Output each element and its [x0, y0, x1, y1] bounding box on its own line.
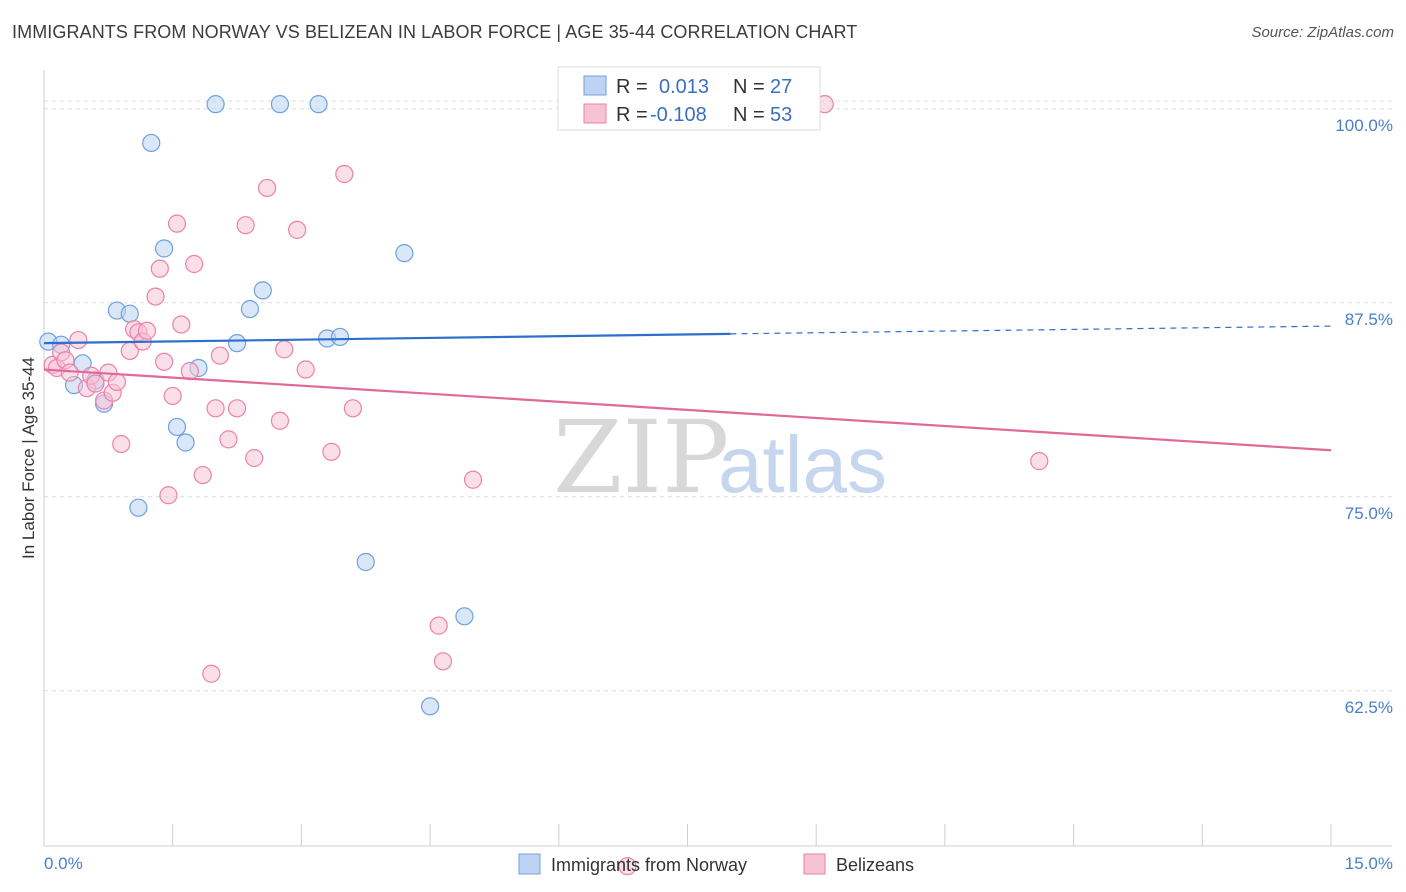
belizean-point-27	[185, 254, 204, 274]
norway-point-8	[129, 498, 148, 517]
y-tick-labels: 62.5% 75.0% 87.5% 100.0%	[1335, 116, 1393, 717]
belizean-point-38	[275, 340, 294, 359]
x-tick-label-1: 15.0%	[1345, 854, 1393, 873]
bottom-legend-belizean: Belizeans	[836, 855, 914, 875]
norway-point-25	[455, 607, 474, 626]
legend-n-label-1: N =	[733, 76, 765, 98]
belizean-point-20	[150, 259, 169, 278]
norway-point-9	[142, 133, 161, 153]
watermark-atlas: atlas	[718, 420, 887, 509]
norway-point-14	[206, 95, 225, 114]
bottom-legend: Immigrants from Norway Belizeans	[518, 853, 914, 875]
belizean-trend-line	[43, 368, 1332, 452]
belizean-point-31	[210, 346, 229, 365]
belizean-point-40	[296, 360, 315, 379]
legend-r-value-2: -0.108	[650, 104, 707, 126]
axes	[43, 70, 1392, 847]
norway-trend-extension	[730, 325, 1332, 335]
belizean-point-26	[180, 361, 199, 381]
norway-point-17	[253, 281, 272, 300]
legend-r-label-2: R =	[616, 104, 648, 126]
belizean-point-42	[335, 164, 354, 184]
belizean-point-43	[343, 399, 362, 418]
belizean-point-5	[69, 330, 88, 350]
y-axis-label: In Labor Force | Age 35-44	[19, 357, 38, 559]
legend: R = 0.013 N = 27 R = -0.108 N = 53	[557, 66, 821, 131]
belizean-point-36	[257, 178, 277, 198]
belizean-point-29	[202, 664, 221, 683]
norway-point-15	[227, 334, 247, 353]
source-label: Source: ZipAtlas.com	[1251, 24, 1394, 41]
belizean-point-21	[155, 352, 174, 371]
legend-swatch-norway	[583, 75, 607, 96]
belizean-point-30	[206, 399, 225, 418]
bottom-legend-swatch-norway	[518, 853, 541, 875]
norway-point-7	[120, 304, 139, 323]
norway-point-12	[176, 433, 195, 452]
belizean-point-8	[86, 374, 105, 393]
x-tick-label-0: 0.0%	[44, 854, 83, 873]
legend-n-label-2: N =	[733, 104, 765, 126]
belizean-point-39	[288, 220, 307, 239]
norway-point-19	[309, 95, 328, 114]
chart-title: IMMIGRANTS FROM NORWAY VS BELIZEAN IN LA…	[12, 22, 858, 42]
norway-point-21	[330, 327, 350, 347]
data-points	[39, 95, 1049, 876]
grid-lines	[44, 100, 1392, 692]
belizean-point-23	[163, 386, 182, 406]
trend-lines	[43, 325, 1332, 452]
y-tick-label-0: 62.5%	[1345, 698, 1393, 717]
bottom-legend-swatch-belizean	[803, 853, 826, 875]
belizean-point-4	[60, 363, 79, 382]
belizean-point-18	[137, 321, 157, 340]
belizean-point-25	[172, 315, 191, 334]
belizean-point-34	[236, 216, 255, 235]
belizean-point-37	[270, 411, 290, 430]
norway-point-22	[356, 552, 375, 572]
norway-trend-line	[43, 332, 731, 345]
legend-r-value-1: 0.013	[659, 76, 709, 98]
norway-point-24	[421, 697, 440, 716]
legend-n-value-2: 53	[770, 104, 792, 126]
belizean-point-35	[245, 448, 264, 468]
belizean-point-41	[322, 442, 341, 461]
norway-point-16	[240, 299, 260, 319]
belizean-point-44	[429, 616, 448, 635]
legend-swatch-belizean	[583, 103, 607, 124]
legend-n-value-1: 27	[770, 76, 792, 98]
y-tick-label-1: 75.0%	[1345, 504, 1393, 523]
belizean-point-19	[146, 287, 165, 306]
norway-point-23	[395, 244, 414, 263]
norway-point-11	[167, 417, 187, 437]
belizean-point-33	[227, 399, 247, 418]
bottom-legend-norway: Immigrants from Norway	[551, 855, 747, 875]
belizean-point-50	[1030, 452, 1049, 471]
belizean-point-13	[112, 434, 131, 454]
belizean-point-32	[219, 430, 238, 449]
y-tick-label-3: 100.0%	[1335, 116, 1393, 135]
belizean-point-22	[159, 486, 178, 505]
belizean-point-12	[107, 372, 127, 392]
belizean-point-28	[193, 465, 212, 485]
belizean-point-45	[433, 652, 453, 671]
watermark-zip: ZIP	[553, 399, 729, 516]
legend-r-label-1: R =	[616, 76, 648, 98]
belizean-point-24	[167, 214, 187, 233]
belizean-point-47	[618, 857, 637, 876]
x-tick-labels: 0.0% 15.0%	[44, 854, 1393, 873]
belizean-point-46	[463, 470, 483, 489]
norway-point-10	[155, 239, 174, 258]
norway-point-18	[270, 95, 290, 114]
y-tick-label-2: 87.5%	[1345, 310, 1393, 329]
